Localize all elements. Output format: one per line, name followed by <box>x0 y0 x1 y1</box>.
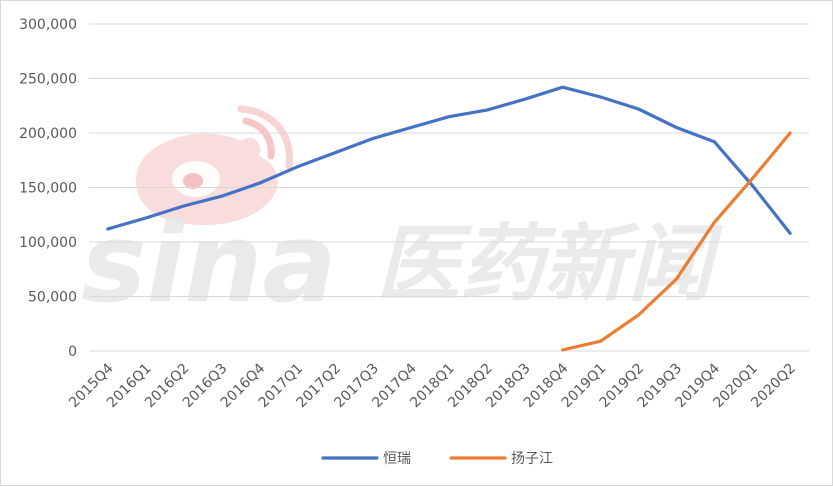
x-axis-labels: 2015Q42016Q12016Q22016Q32016Q42017Q12017… <box>66 360 799 411</box>
y-tick-label: 150,000 <box>19 181 77 197</box>
y-tick-label: 250,000 <box>19 72 77 88</box>
y-tick-label: 50,000 <box>28 290 77 306</box>
y-tick-label: 0 <box>68 344 77 360</box>
y-tick-label: 200,000 <box>19 126 77 142</box>
series-line-1 <box>106 85 792 235</box>
y-tick-label: 100,000 <box>19 235 77 251</box>
series-lines <box>106 85 792 352</box>
gridlines <box>89 23 809 352</box>
watermark-brand: sina <box>81 199 337 327</box>
legend-label: 恒瑞 <box>383 451 411 467</box>
legend: 恒瑞 扬子江 <box>321 451 553 467</box>
watermark-text: 医药新闻 <box>376 215 723 313</box>
y-tick-label: 300,000 <box>19 17 77 33</box>
y-axis-labels: 0 50,000 100,000 150,000 200,000 250,000 300,0… <box>19 17 77 360</box>
legend-label: 扬子江 <box>511 451 553 467</box>
watermark: sina 医药新闻 <box>81 105 723 327</box>
series-line-2 <box>561 131 792 352</box>
